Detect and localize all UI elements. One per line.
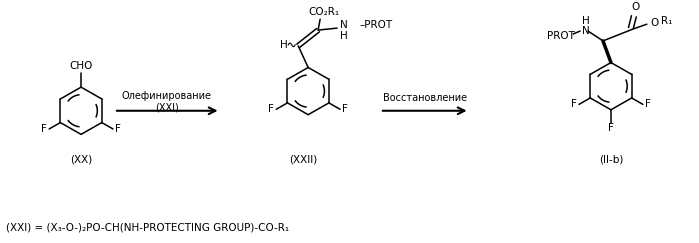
Text: N: N: [340, 20, 348, 30]
Text: O: O: [632, 2, 640, 12]
Text: (XX): (XX): [70, 155, 92, 165]
Text: F: F: [41, 124, 47, 134]
Text: Восстановление: Восстановление: [382, 93, 467, 103]
Text: O: O: [651, 18, 659, 28]
Text: F: F: [115, 124, 121, 134]
Text: F: F: [645, 99, 651, 109]
Text: (XXII): (XXII): [289, 155, 317, 165]
Text: –PROT: –PROT: [360, 20, 393, 30]
Text: (XXI) = (X₃-O-)₂PO-CH(NH-PROTECTING GROUP)-CO-R₁: (XXI) = (X₃-O-)₂PO-CH(NH-PROTECTING GROU…: [6, 223, 289, 233]
Text: F: F: [342, 104, 348, 114]
Text: Олефинирование: Олефинирование: [122, 91, 212, 101]
Text: R₁: R₁: [661, 16, 672, 26]
Text: H: H: [340, 31, 348, 41]
Text: F: F: [571, 99, 577, 109]
Text: CO₂R₁: CO₂R₁: [308, 7, 340, 17]
Text: F: F: [608, 123, 614, 133]
Text: F: F: [268, 104, 274, 114]
Text: H: H: [280, 40, 288, 50]
Text: N: N: [582, 26, 590, 36]
Text: H: H: [582, 16, 590, 26]
Text: (II-b): (II-b): [599, 155, 623, 165]
Text: (XXI): (XXI): [155, 103, 179, 113]
Text: PROT: PROT: [547, 31, 575, 41]
Text: CHO: CHO: [69, 61, 93, 71]
